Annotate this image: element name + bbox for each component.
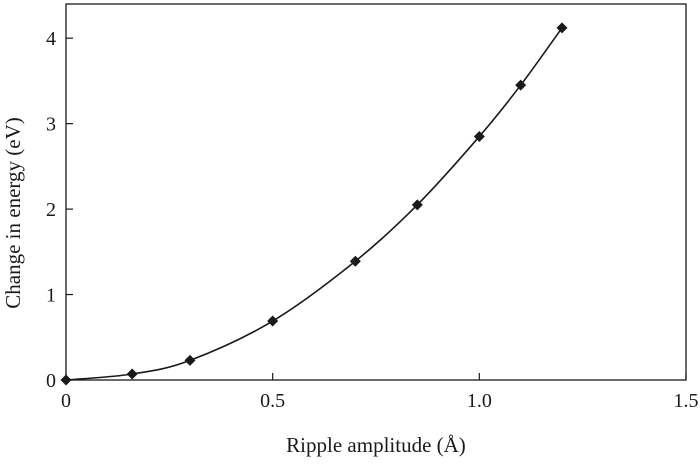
series-layer: [60, 22, 568, 386]
x-tick-label: 1.0: [467, 390, 492, 412]
x-tick-label: 0: [61, 390, 71, 412]
y-tick-label: 2: [46, 199, 56, 221]
series-line: [65, 27, 563, 381]
data-point-marker: [411, 199, 423, 211]
data-point-marker: [184, 354, 196, 366]
data-point-marker: [473, 130, 485, 142]
plot-frame: [65, 3, 687, 381]
x-tick-label: 0.5: [260, 390, 285, 412]
y-tick-label: 1: [46, 285, 56, 307]
data-point-marker: [60, 374, 72, 386]
y-tick-label: 0: [46, 370, 56, 392]
data-point-marker: [349, 255, 361, 267]
x-axis-ticks: 0 0.5 1.0 1.5: [61, 373, 699, 412]
y-axis-title: Change in energy (eV): [1, 117, 25, 308]
data-point-marker: [126, 368, 138, 380]
data-point-marker: [556, 22, 568, 34]
y-axis-ticks: 0 1 2 3 4: [46, 28, 73, 392]
x-axis-title: Ripple amplitude (Å): [286, 433, 466, 457]
x-tick-label: 1.5: [674, 390, 699, 412]
y-tick-label: 4: [46, 28, 56, 50]
data-point-marker: [515, 79, 527, 91]
y-tick-label: 3: [46, 114, 56, 136]
plot-border: [65, 3, 687, 381]
data-point-marker: [267, 315, 279, 327]
